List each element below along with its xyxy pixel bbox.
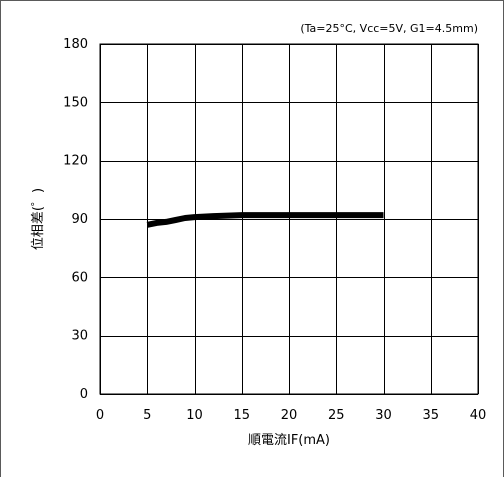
x-tick-label: 0 — [96, 408, 104, 423]
y-tick-label: 30 — [71, 329, 88, 344]
y-tick-labels: 0 30 60 90 120 150 180 — [63, 37, 88, 402]
series-line — [146, 212, 384, 228]
x-tick-label: 20 — [281, 408, 298, 423]
plot-area — [99, 43, 479, 395]
x-tick-label: 25 — [328, 408, 345, 423]
y-tick-label: 120 — [63, 154, 88, 169]
x-axis-label: 順電流IF(mA) — [248, 433, 330, 448]
y-axis-label: 位相差(゜) — [31, 188, 46, 250]
y-tick-label: 150 — [63, 95, 88, 110]
y-tick-label: 60 — [71, 270, 88, 285]
x-tick-label: 10 — [186, 408, 203, 423]
x-tick-label: 5 — [143, 408, 151, 423]
y-tick-label: 90 — [71, 212, 88, 227]
series — [146, 212, 384, 228]
y-tick-label: 0 — [80, 387, 88, 402]
conditions-annotation: (Ta=25°C, Vcc=5V, G1=4.5mm) — [300, 22, 478, 35]
grid — [100, 44, 479, 395]
x-tick-label: 40 — [470, 408, 487, 423]
x-tick-label: 35 — [422, 408, 439, 423]
x-tick-label: 30 — [375, 408, 392, 423]
x-tick-label: 15 — [233, 408, 250, 423]
y-tick-label: 180 — [63, 37, 88, 52]
x-tick-labels: 0 5 10 15 20 25 30 35 40 — [96, 408, 486, 423]
